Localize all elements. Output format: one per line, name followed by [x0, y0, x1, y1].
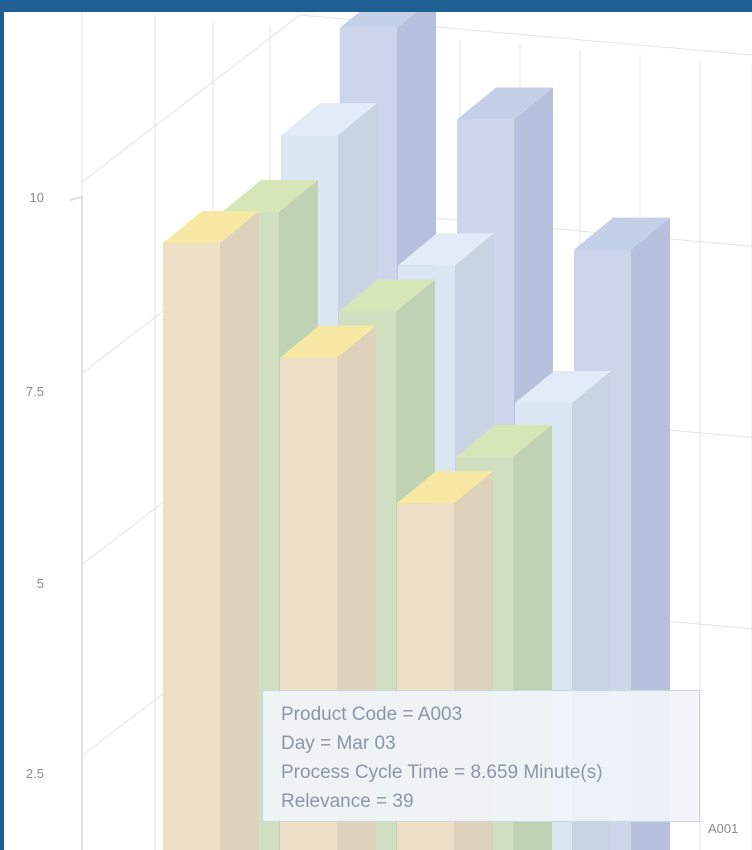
bar-top-face	[281, 103, 377, 136]
bar-top-face	[398, 233, 494, 266]
tooltip-product-code: Product Code = A003	[281, 704, 463, 725]
bar-top-face	[163, 211, 259, 243]
bar-top-face	[222, 180, 318, 213]
bar-top-face	[280, 325, 376, 358]
bar-top-face	[457, 87, 553, 120]
bar-top-face	[515, 370, 611, 403]
y-tick-label: 5	[37, 576, 44, 591]
bar-top-face	[339, 279, 435, 312]
bar-top-face	[397, 471, 493, 504]
bar-side-face	[220, 211, 259, 850]
y-tick-label: 7.5	[26, 384, 44, 399]
bar-front-face	[163, 243, 220, 850]
data-tooltip: Product Code = A003 Day = Mar 03 Process…	[262, 690, 700, 822]
tooltip-relevance: Relevance = 39	[281, 791, 414, 812]
x-category-label: A001	[708, 821, 738, 836]
y-tick-label: 2.5	[26, 766, 44, 781]
grid-line-horizontal	[81, 14, 752, 183]
tooltip-day: Day = Mar 03	[281, 733, 396, 754]
bar-top-face	[574, 217, 670, 250]
frame-left-border	[0, 0, 4, 850]
frame-top-border	[0, 0, 752, 12]
y-tick-label: 10	[30, 190, 44, 205]
y-axis-wall	[69, 195, 83, 850]
bar-top-face	[456, 424, 552, 457]
tooltip-process-cycle-time: Process Cycle Time = 8.659 Minute(s)	[281, 762, 603, 783]
bar[interactable]	[163, 211, 259, 850]
